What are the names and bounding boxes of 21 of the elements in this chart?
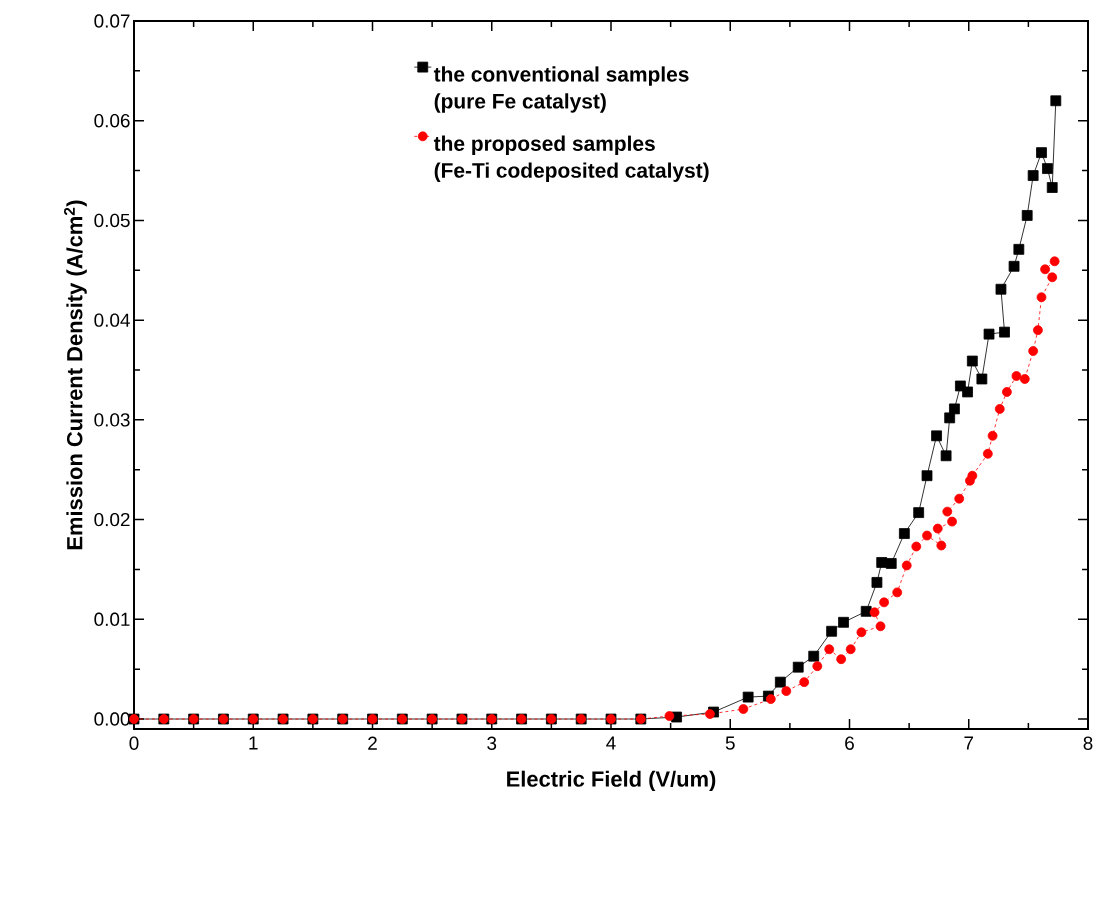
x-tick-label: 5 — [725, 736, 735, 750]
y-tick-label: 0.03 — [94, 413, 130, 427]
x-tick-label: 7 — [964, 736, 974, 750]
y-tick-label: 0.04 — [94, 313, 130, 327]
y-tick-label: 0.00 — [94, 712, 130, 726]
y-tick-label: 0.07 — [94, 14, 130, 28]
y-tick-label: 0.02 — [94, 512, 130, 527]
y-tick-label: 0.01 — [94, 612, 130, 627]
x-tick-label: 2 — [368, 736, 377, 750]
y-axis-title: Emission Current Density (A/cm$^{2}$) — [64, 200, 87, 550]
x-tick-label: 0 — [129, 736, 139, 750]
y-tick-label: 0.06 — [94, 114, 130, 128]
x-tick-label: 1 — [249, 736, 258, 750]
y-tick-label: 0.05 — [94, 213, 130, 228]
x-tick-label: 8 — [1083, 736, 1093, 750]
x-tick-label: 4 — [606, 736, 616, 750]
x-tick-label: 3 — [487, 736, 497, 750]
x-tick-label: 6 — [845, 736, 854, 750]
legend-label: the conventional samples (pure Fe catalyst) — [433, 66, 689, 113]
legend-label: the proposed samples (Fe-Ti codeposited catalyst) — [433, 135, 709, 182]
x-axis-title: Electric Field (V/um) — [507, 770, 716, 792]
